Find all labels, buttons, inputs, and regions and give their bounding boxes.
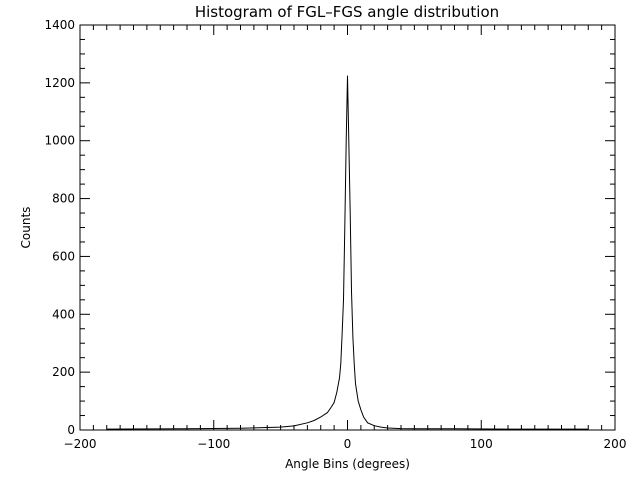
- y-tick-label: 1200: [44, 76, 75, 90]
- x-axis-ticks: −200 −100 0 100 200: [64, 25, 627, 451]
- x-tick-label: 0: [344, 437, 352, 451]
- x-tick-label: 200: [604, 437, 627, 451]
- chart-title: Histogram of FGL–FGS angle distribution: [195, 3, 499, 21]
- x-tick-label: −200: [64, 437, 97, 451]
- y-tick-label: 1400: [44, 18, 75, 32]
- y-tick-label: 400: [52, 307, 75, 321]
- y-axis-label: Counts: [19, 207, 33, 249]
- x-tick-label: −100: [197, 437, 230, 451]
- y-tick-label: 600: [52, 249, 75, 263]
- x-axis-label: Angle Bins (degrees): [285, 457, 410, 471]
- y-tick-label: 0: [67, 423, 75, 437]
- y-axis-ticks: 0 200 400 600 800 1000 1200 1400: [44, 18, 615, 437]
- y-tick-label: 1000: [44, 134, 75, 148]
- y-tick-label: 200: [52, 365, 75, 379]
- y-tick-label: 800: [52, 192, 75, 206]
- series-line: [106, 75, 589, 430]
- x-tick-label: 100: [470, 437, 493, 451]
